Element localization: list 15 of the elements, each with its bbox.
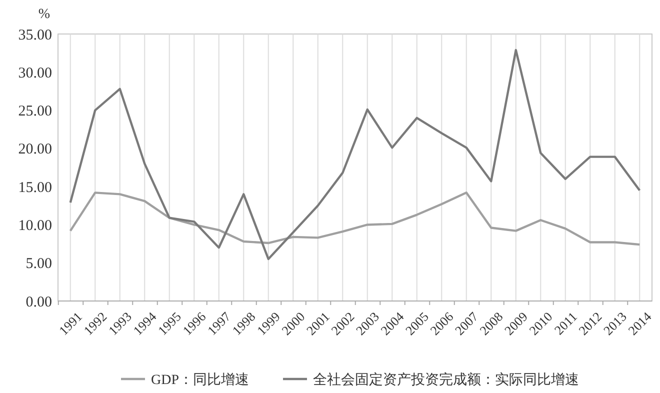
y-tick-label: 5.00: [26, 256, 52, 272]
line-series: [69, 192, 641, 246]
y-tick-label: 30.00: [18, 65, 52, 82]
legend-label: 全社会固定资产投资完成额：实际同比增速: [313, 372, 579, 388]
y-tick-label: 35.00: [18, 27, 52, 44]
y-axis-title: %: [38, 7, 50, 22]
x-tick-label: 1991: [56, 308, 85, 338]
x-tick-label: 2011: [551, 308, 580, 338]
y-tick-label: 10.00: [18, 218, 52, 234]
y-tick-label: 20.00: [18, 142, 52, 158]
y-tick-label: 15.00: [18, 180, 52, 196]
line-series: [69, 48, 641, 260]
y-tick-label: 25.00: [18, 104, 52, 120]
y-tick-label: 0.00: [26, 294, 52, 310]
legend-label: GDP：同比增速: [151, 372, 250, 388]
